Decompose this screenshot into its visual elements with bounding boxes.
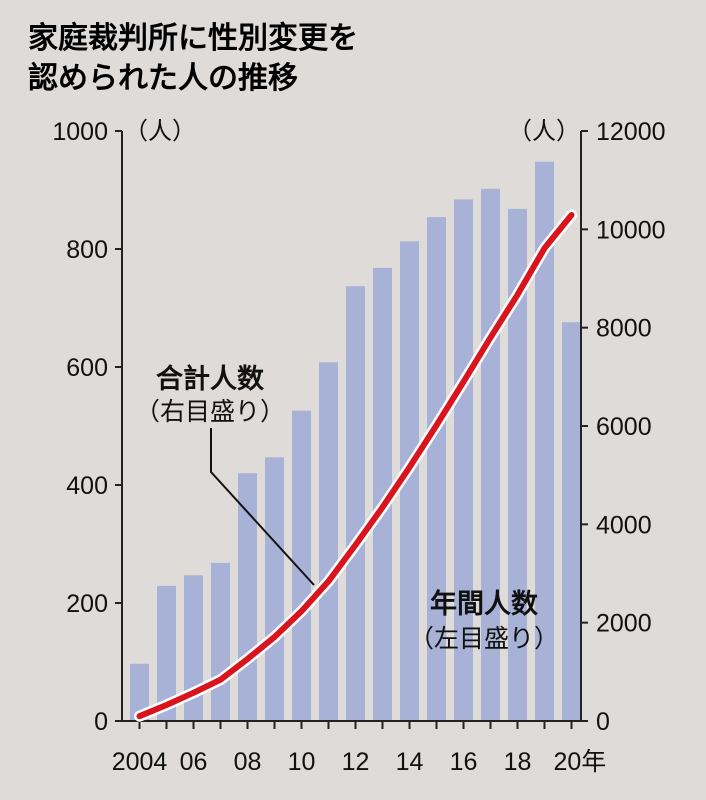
right-tick-label-6000: 6000	[596, 413, 652, 441]
chart-title-line-1: 家庭裁判所に性別変更を	[28, 21, 358, 56]
right-axis-unit: （人）	[508, 117, 580, 145]
x-tick-label-2008: 08	[234, 748, 262, 776]
left-tick-label-1000: 1000	[52, 118, 108, 146]
left-tick-label-0: 0	[94, 708, 108, 736]
x-tick-label-2016: 16	[450, 748, 478, 776]
annual-axis-note: （左目盛り）	[409, 624, 559, 653]
bar-2020	[562, 322, 581, 721]
annual-label: 年間人数	[430, 588, 539, 620]
x-tick-label-2014: 14	[396, 748, 424, 776]
cumulative-line	[136, 212, 575, 720]
cumulative-label: 合計人数	[156, 363, 265, 395]
bar-2019	[535, 161, 554, 721]
line-cumulative-count	[134, 209, 577, 722]
bar-2016	[454, 199, 473, 721]
right-tick-label-4000: 4000	[596, 511, 652, 539]
x-axis-ticks: 2004 06 08 10 12 14 16 18 20年	[112, 721, 607, 776]
bar-2012	[346, 286, 365, 721]
left-axis-unit: （人）	[124, 117, 196, 145]
bar-2011	[319, 362, 338, 721]
x-tick-label-2020: 20年	[554, 748, 607, 776]
left-tick-label-200: 200	[66, 590, 108, 618]
right-tick-label-10000: 10000	[596, 216, 666, 244]
bar-2008	[238, 473, 257, 721]
x-tick-label-2018: 18	[504, 748, 532, 776]
right-axis-ticks: 0 2000 4000 6000 8000 10000 12000	[581, 118, 666, 736]
bar-2014	[400, 241, 419, 722]
bar-2015	[427, 217, 446, 721]
left-tick-label-800: 800	[66, 236, 108, 264]
cumulative-annotation-leader	[210, 428, 315, 586]
x-tick-label-2006: 06	[180, 748, 208, 776]
cumulative-axis-note: （右目盛り）	[135, 397, 285, 426]
left-tick-label-600: 600	[66, 354, 108, 382]
right-tick-label-0: 0	[596, 708, 610, 736]
bar-2018	[508, 208, 527, 721]
x-tick-label-2012: 12	[342, 748, 370, 776]
x-tick-label-2004: 2004	[112, 748, 168, 776]
right-tick-label-2000: 2000	[596, 610, 652, 638]
left-axis-ticks: 0 200 400 600 800 1000	[52, 118, 122, 736]
bar-2005	[157, 585, 176, 721]
bar-2009	[265, 457, 284, 721]
bar-2010	[292, 410, 311, 721]
bar-2004	[130, 663, 149, 721]
chart-title-line-2: 認められた人の推移	[28, 61, 298, 96]
left-tick-label-400: 400	[66, 472, 108, 500]
bar-2007	[211, 562, 230, 721]
bar-2013	[373, 267, 392, 721]
right-tick-label-8000: 8000	[596, 315, 652, 343]
x-tick-label-2010: 10	[288, 748, 316, 776]
right-tick-label-12000: 12000	[596, 118, 666, 146]
